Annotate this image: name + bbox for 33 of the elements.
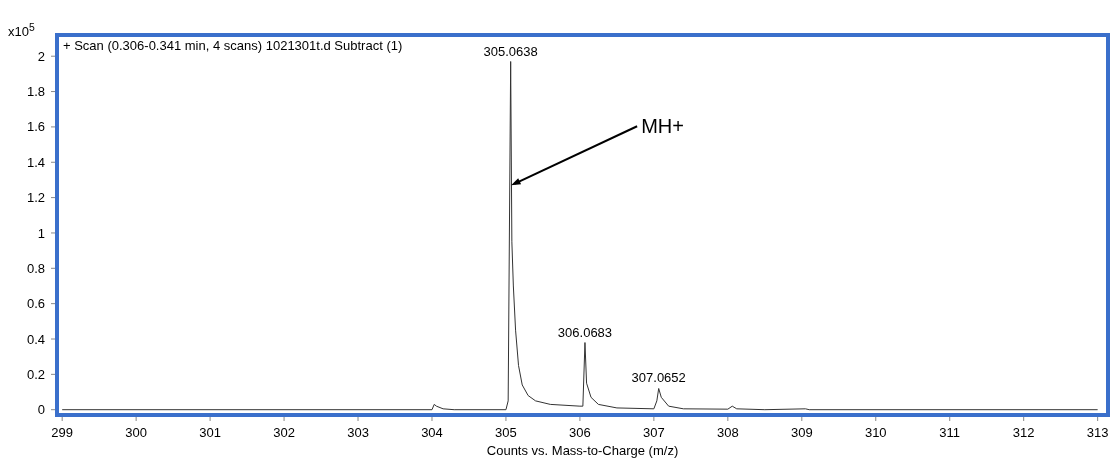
x-tick-label: 309 (790, 425, 813, 440)
x-tick-label: 300 (125, 425, 147, 440)
x-tick-label: 306 (569, 425, 591, 440)
annotation: 307.0652 (631, 370, 686, 386)
x-tick-label: 304 (421, 425, 443, 440)
x-tick-label: 308 (716, 425, 739, 440)
y-tick-label: 1.2 (26, 190, 45, 206)
y-tick-label: 0.4 (26, 331, 45, 347)
y-axis-title: x10$^{5}$ (8, 21, 35, 39)
y-tick-label: 0.2 (26, 366, 45, 382)
x-tick-label: 312 (1012, 425, 1035, 440)
y-tick-label: 1.4 (26, 154, 45, 170)
x-tick-label: 313 (1086, 425, 1109, 440)
x-tick-label: 301 (199, 425, 221, 440)
x-tick-label: 302 (273, 425, 295, 440)
annotation: 306.0683 (557, 324, 613, 340)
y-tick-label: 0 (37, 402, 45, 418)
y-tick-label: 0.8 (26, 260, 45, 276)
y-tick-label: 1 (37, 225, 45, 241)
x-tick-label: 305 (495, 425, 517, 440)
x-tick-label: 307 (643, 425, 665, 440)
y-tick-label: 1.8 (26, 84, 45, 100)
annotation: MH+ (641, 115, 684, 138)
x-tick-label: 311 (939, 425, 961, 440)
annotation: 305.0638 (483, 43, 538, 59)
x-tick-label: 299 (51, 425, 74, 440)
x-tick-label: 310 (864, 425, 887, 440)
y-tick-label: 2 (37, 48, 45, 64)
y-tick-label: 1.6 (26, 119, 45, 135)
chart-title: + Scan (0.306-0.341 min, 4 scans) 1021301t.d Subtract (1) (63, 38, 403, 53)
x-tick-label: 303 (347, 425, 369, 440)
x-axis-title: Counts vs. Mass-to-Charge (m/z) (486, 443, 679, 458)
y-tick-label: 0.6 (26, 296, 45, 312)
